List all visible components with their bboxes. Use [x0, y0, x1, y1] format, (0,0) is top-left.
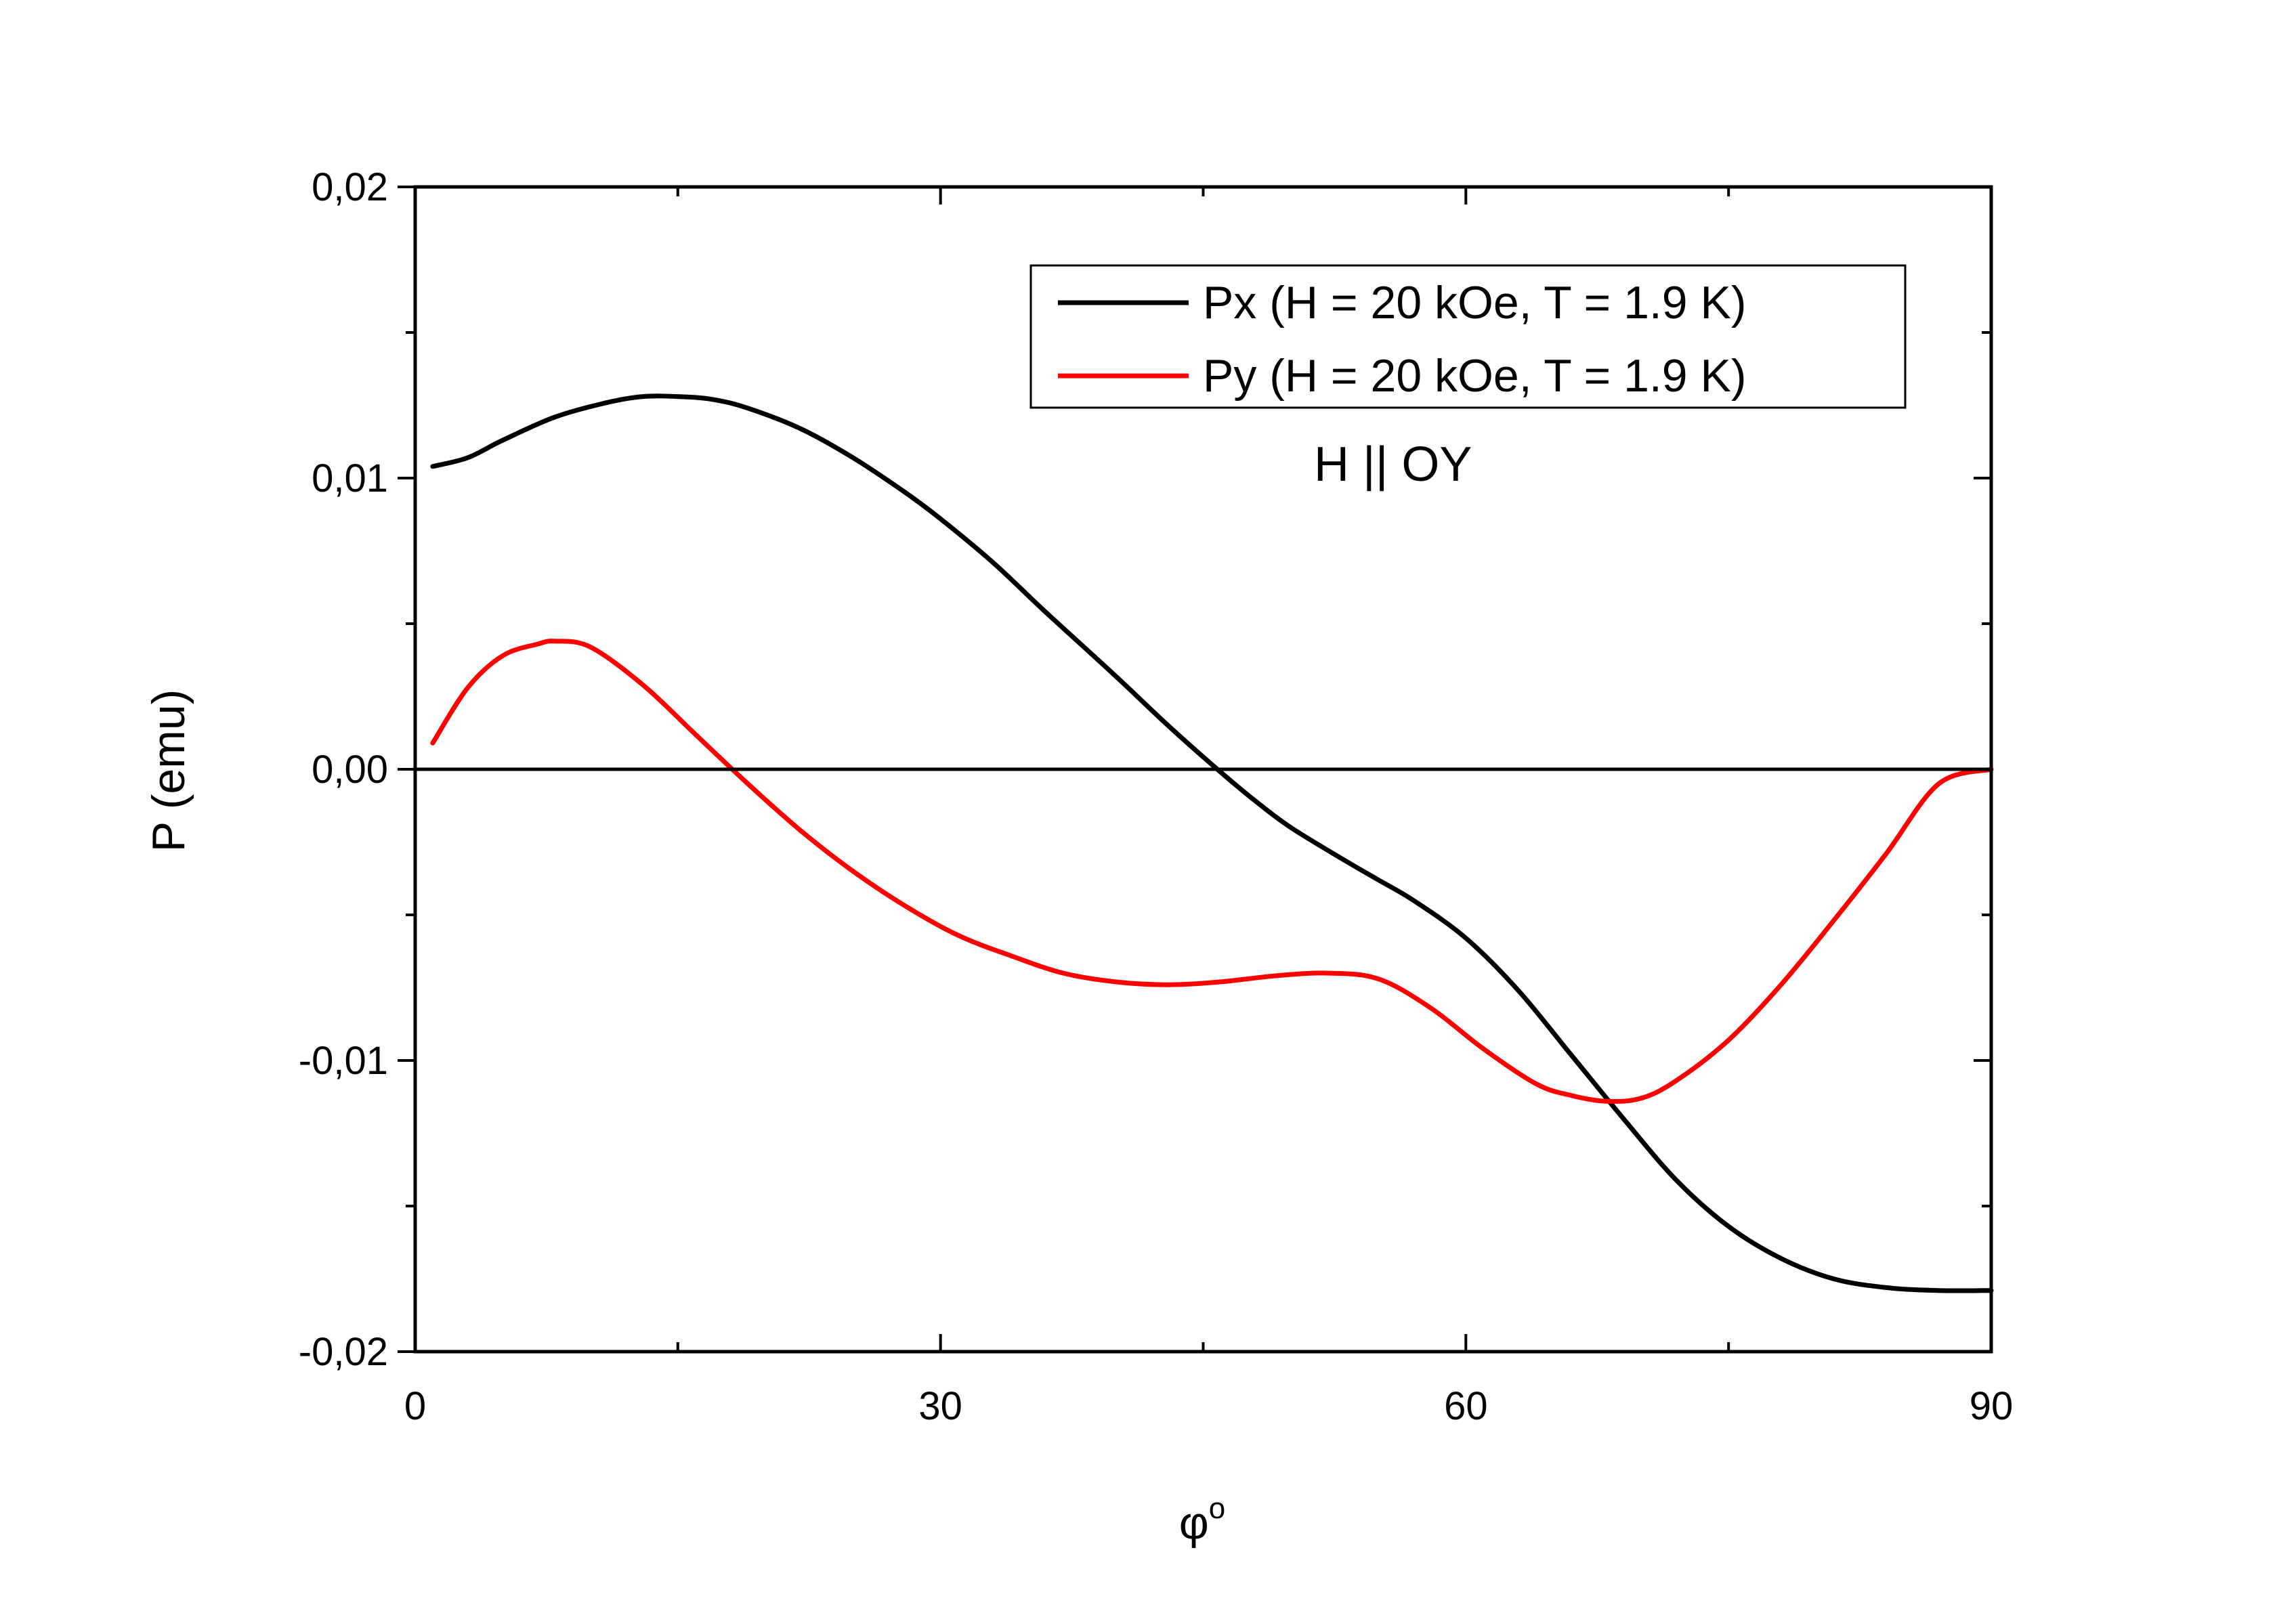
- series-layer: [430, 393, 1994, 1293]
- x-tick-label: 90: [1970, 1384, 2014, 1428]
- legend-label-px: Px (H = 20 kOe, T = 1.9 K): [1203, 277, 1747, 328]
- y-tick-label: -0,01: [299, 1039, 388, 1083]
- tick-layer: 0 30 60 90 0,02 0,01 0,00 -0,01 -0,02: [299, 165, 2013, 1428]
- x-axis-title-symbol: φ: [1179, 1497, 1209, 1549]
- legend-label-py: Py (H = 20 kOe, T = 1.9 K): [1203, 350, 1747, 402]
- x-tick-label: 60: [1444, 1384, 1488, 1428]
- y-axis-title: P (emu): [143, 689, 194, 853]
- series-line-px: [430, 393, 1994, 1293]
- x-tick-label: 30: [918, 1384, 962, 1428]
- y-tick-label: 0,02: [312, 165, 388, 209]
- x-tick-label: 0: [404, 1384, 426, 1428]
- legend-box: [1029, 264, 1907, 409]
- chart-annotation: H || OY: [1314, 437, 1472, 492]
- y-tick-label: 0,01: [312, 456, 388, 500]
- y-tick-label: 0,00: [312, 748, 388, 792]
- x-axis-title-superscript: o: [1209, 1492, 1225, 1525]
- series-line-py: [430, 639, 1994, 1104]
- y-tick-label: -0,02: [299, 1330, 388, 1374]
- legend: Px (H = 20 kOe, T = 1.9 K) Py (H = 20 kO…: [1029, 264, 1907, 409]
- x-axis-title: φo: [1179, 1492, 1226, 1549]
